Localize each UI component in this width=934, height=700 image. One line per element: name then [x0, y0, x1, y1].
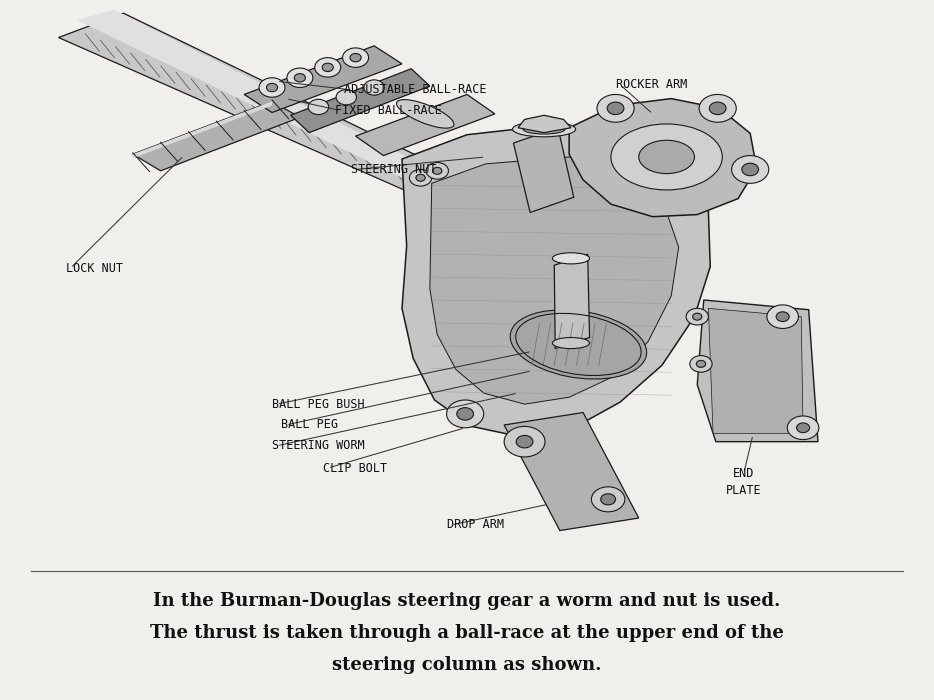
Circle shape — [294, 74, 305, 82]
Ellipse shape — [611, 124, 722, 190]
Circle shape — [690, 356, 712, 372]
Circle shape — [350, 53, 361, 62]
Circle shape — [601, 494, 616, 505]
Circle shape — [607, 102, 624, 115]
Ellipse shape — [397, 99, 454, 128]
Ellipse shape — [552, 337, 589, 349]
Text: ROCKER ARM: ROCKER ARM — [616, 78, 686, 91]
Circle shape — [457, 407, 474, 420]
Polygon shape — [133, 102, 272, 158]
Circle shape — [432, 167, 442, 174]
Circle shape — [517, 435, 533, 448]
Text: BALL PEG BUSH: BALL PEG BUSH — [272, 398, 364, 411]
Ellipse shape — [510, 310, 646, 379]
Circle shape — [767, 305, 799, 328]
Circle shape — [776, 312, 789, 321]
Polygon shape — [356, 94, 495, 155]
Circle shape — [597, 94, 634, 122]
Text: FIXED BALL-RACE: FIXED BALL-RACE — [335, 104, 442, 117]
Circle shape — [693, 313, 701, 320]
Polygon shape — [77, 10, 430, 178]
Text: The thrust is taken through a ball-race at the upper end of the: The thrust is taken through a ball-race … — [150, 624, 784, 642]
Circle shape — [686, 308, 708, 325]
Circle shape — [787, 416, 819, 440]
Ellipse shape — [513, 122, 575, 136]
Polygon shape — [514, 128, 573, 213]
Polygon shape — [569, 99, 757, 217]
Text: DROP ARM: DROP ARM — [446, 519, 503, 531]
Circle shape — [504, 426, 545, 457]
Text: LOCK NUT: LOCK NUT — [66, 262, 123, 274]
Polygon shape — [133, 102, 300, 171]
Text: BALL PEG: BALL PEG — [281, 419, 338, 431]
Circle shape — [731, 155, 769, 183]
Circle shape — [700, 94, 736, 122]
Circle shape — [266, 83, 277, 92]
Text: STEERING WORM: STEERING WORM — [272, 440, 364, 452]
Circle shape — [697, 360, 705, 368]
Circle shape — [259, 78, 285, 97]
Circle shape — [315, 57, 341, 77]
Text: STEERING NUT: STEERING NUT — [351, 163, 436, 176]
Polygon shape — [554, 254, 589, 349]
Text: ADJUSTABLE BALL-RACE: ADJUSTABLE BALL-RACE — [345, 83, 487, 96]
Text: In the Burman-Douglas steering gear a worm and nut is used.: In the Burman-Douglas steering gear a wo… — [153, 592, 781, 610]
Polygon shape — [708, 308, 803, 433]
Text: CLIP BOLT: CLIP BOLT — [323, 461, 388, 475]
Ellipse shape — [639, 140, 695, 174]
Polygon shape — [290, 69, 430, 132]
Circle shape — [336, 90, 357, 105]
Circle shape — [709, 102, 726, 115]
Text: PLATE: PLATE — [726, 484, 761, 497]
Circle shape — [308, 99, 329, 115]
Circle shape — [322, 63, 333, 71]
Circle shape — [287, 68, 313, 88]
Ellipse shape — [523, 125, 565, 134]
Circle shape — [426, 162, 448, 179]
Polygon shape — [430, 157, 679, 404]
Circle shape — [446, 400, 484, 428]
Circle shape — [416, 174, 425, 181]
Polygon shape — [518, 116, 571, 132]
Circle shape — [797, 423, 810, 433]
Circle shape — [409, 169, 432, 186]
Circle shape — [591, 486, 625, 512]
Text: steering column as shown.: steering column as shown. — [333, 656, 601, 673]
Text: END: END — [733, 467, 755, 480]
Circle shape — [742, 163, 758, 176]
Polygon shape — [244, 46, 402, 113]
Ellipse shape — [552, 253, 589, 264]
Polygon shape — [504, 412, 639, 531]
Circle shape — [364, 80, 385, 95]
Polygon shape — [698, 300, 818, 442]
Polygon shape — [59, 13, 448, 197]
Polygon shape — [402, 125, 710, 437]
Circle shape — [343, 48, 369, 67]
